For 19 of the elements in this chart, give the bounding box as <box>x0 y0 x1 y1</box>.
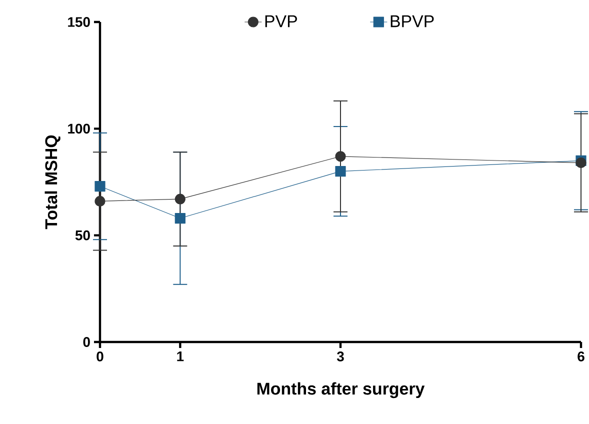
y-tick-label: 100 <box>68 124 90 134</box>
point <box>335 151 346 162</box>
x-axis-title: Months after surgery <box>257 382 425 398</box>
legend-label: PVP <box>265 15 297 28</box>
point <box>174 212 186 224</box>
legend-label: BPVP <box>390 15 434 28</box>
y-tick-label: 0 <box>83 337 90 347</box>
point <box>94 180 106 192</box>
y-tick-label: 150 <box>68 17 90 27</box>
y-tick-label: 50 <box>75 230 90 240</box>
point <box>94 196 106 206</box>
point <box>174 194 186 204</box>
x-tick-label: 6 <box>578 352 584 362</box>
x-tick-label: 1 <box>177 352 184 362</box>
point <box>576 157 586 168</box>
y-axis-title: Total MSHQ <box>44 135 60 230</box>
point <box>335 166 346 177</box>
x-tick-label: 3 <box>336 352 344 362</box>
x-tick-label: 0 <box>96 352 104 362</box>
